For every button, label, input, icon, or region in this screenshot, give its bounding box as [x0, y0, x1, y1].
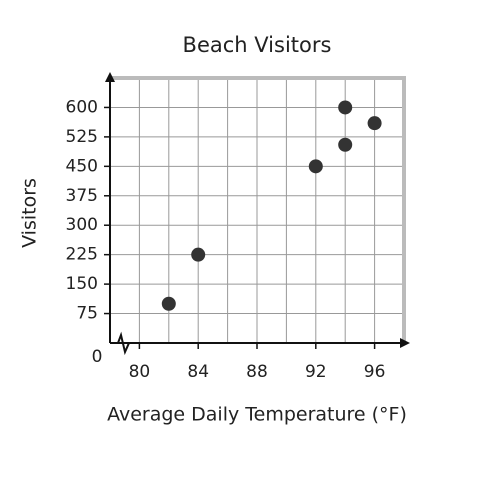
grid [110, 78, 404, 343]
point [191, 247, 206, 262]
x-tick-label: 96 [364, 362, 386, 382]
point [338, 100, 353, 115]
y-tick-label: 525 [66, 127, 98, 147]
y-tick-label: 150 [66, 274, 98, 294]
point [367, 116, 382, 131]
x-axis-label: Average Daily Temperature (°F) [107, 404, 407, 426]
point [161, 296, 176, 311]
y-tick-label: 225 [66, 245, 98, 265]
x-tick-label: 84 [187, 362, 209, 382]
axis-break [110, 331, 130, 356]
x-tick-label: 92 [305, 362, 327, 382]
plot-frame [110, 76, 406, 343]
y-tick-label: 75 [76, 304, 98, 324]
x-tick-label: 80 [129, 362, 151, 382]
y-axis-arrow [105, 72, 115, 82]
point [338, 137, 353, 152]
y-tick-label: 375 [66, 186, 98, 206]
origin-label: 0 [92, 347, 103, 367]
chart-title: Beach Visitors [183, 33, 332, 57]
x-axis-arrow [400, 338, 410, 348]
point [308, 159, 323, 174]
y-tick-label: 450 [66, 156, 98, 176]
x-tick-label: 88 [246, 362, 268, 382]
y-tick-label: 300 [66, 215, 98, 235]
y-tick-label: 600 [66, 97, 98, 117]
y-axis-label: Visitors [19, 178, 41, 248]
